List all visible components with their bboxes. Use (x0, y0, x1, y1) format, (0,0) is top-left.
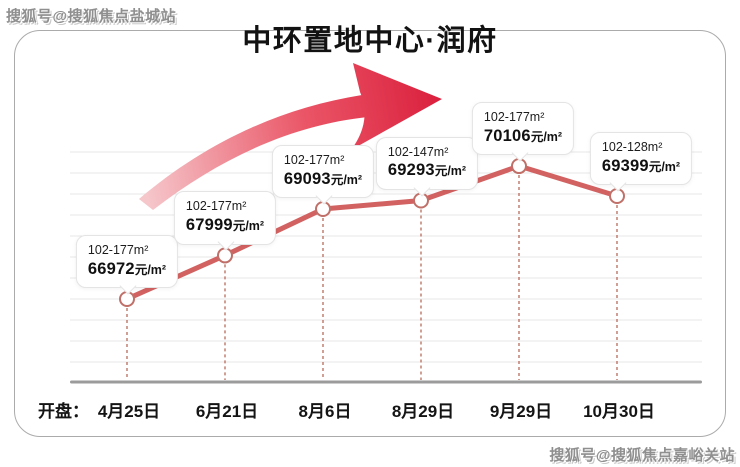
price-value: 66972 (87, 259, 135, 278)
watermark-bottom-right: 搜狐号@搜狐焦点嘉峪关站 (549, 447, 735, 464)
watermark-top-left: 搜狐号@搜狐焦点盐城站 (6, 8, 177, 25)
price-label: 69093元/m² (284, 169, 362, 190)
x-axis-date-label: 6月21日 (195, 402, 259, 421)
area-range-label: 102-128m² (601, 140, 663, 155)
x-axis-date-label: 9月29日 (489, 402, 553, 421)
trend-line (124, 163, 620, 302)
area-range-label: 102-177m² (185, 199, 247, 214)
price-unit: 元/m² (330, 172, 363, 187)
price-label: 69399元/m² (602, 156, 680, 177)
x-axis-line (70, 380, 702, 384)
price-value: 67999 (185, 216, 233, 235)
x-axis-date-label: 4月25日 (97, 402, 161, 421)
area-range-label: 102-177m² (283, 153, 345, 167)
price-bubble: 102-128m² 69399元/m² (589, 132, 693, 186)
x-axis-date-label: 8月29日 (391, 402, 455, 421)
price-bubble: 102-177m² 70106元/m² (471, 102, 575, 156)
price-value: 69093 (283, 169, 331, 188)
area-range-label: 102-147m² (387, 144, 449, 159)
page-title: 中环置地中心·润府 (242, 25, 498, 57)
trend-arrow-tail (139, 95, 368, 210)
price-label: 70106元/m² (484, 126, 562, 147)
price-label: 66972元/m² (88, 259, 166, 280)
x-axis-prefix-label: 开盘： (38, 402, 89, 421)
price-value: 69399 (601, 156, 649, 175)
price-value: 70106 (483, 126, 531, 145)
card-border (14, 30, 726, 437)
area-range-label: 102-177m² (87, 243, 149, 257)
price-unit: 元/m² (434, 164, 467, 179)
price-value: 69293 (387, 161, 435, 180)
price-unit: 元/m² (134, 262, 167, 277)
price-bubble: 102-147m² 69293元/m² (375, 136, 479, 190)
price-label: 69293元/m² (388, 160, 466, 181)
price-label: 67999元/m² (186, 215, 264, 236)
area-range-label: 102-177m² (483, 110, 545, 125)
trend-arrow-head (351, 63, 442, 150)
x-axis-date-label: 8月6日 (298, 402, 352, 421)
x-axis-date-label: 10月30日 (583, 402, 655, 421)
price-unit: 元/m² (232, 219, 265, 234)
price-unit: 元/m² (530, 129, 563, 144)
price-unit: 元/m² (648, 159, 681, 174)
